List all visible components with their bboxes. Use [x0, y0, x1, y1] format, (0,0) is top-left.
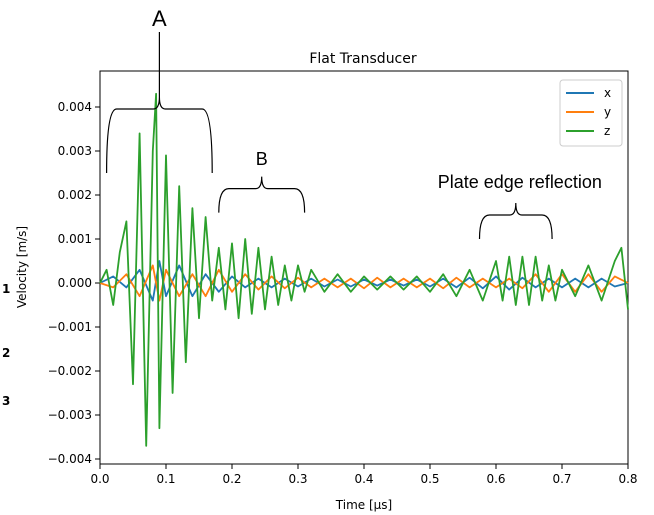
- annotation-brace: [478, 202, 553, 240]
- x-tick-label: 0.4: [354, 472, 373, 486]
- x-tick-label: 0.7: [552, 472, 571, 486]
- x-tick-label: 0.6: [486, 472, 505, 486]
- legend-label-y: y: [604, 105, 611, 119]
- legend-label-z: z: [604, 124, 610, 138]
- series-line-y: [99, 264, 629, 302]
- margin-mark: 2: [2, 346, 10, 360]
- y-tick-label: 0.001: [58, 232, 92, 246]
- series-group: [99, 92, 629, 447]
- annotation-label: Plate edge reflection: [438, 172, 602, 192]
- legend: xyz: [559, 79, 623, 147]
- annotation-label: A: [152, 6, 167, 31]
- x-tick-label: 0.8: [618, 472, 637, 486]
- y-tick-label: −0.003: [48, 408, 92, 422]
- y-tick-label: 0.002: [58, 188, 92, 202]
- annotation-brace: [218, 176, 306, 213]
- annotation-label: B: [256, 149, 268, 169]
- x-axis: 0.0 0.1 0.2 0.3 0.4 0.5 0.6 0.7 0.8: [90, 464, 638, 486]
- y-axis: −0.004 −0.003 −0.002 −0.001 0.000 0.001 0.002 0…: [48, 100, 100, 466]
- y-tick-label: 0.000: [58, 276, 92, 290]
- y-axis-label: Velocity [m/s]: [15, 226, 29, 308]
- y-tick-label: −0.001: [48, 320, 92, 334]
- y-tick-label: −0.004: [48, 452, 92, 466]
- series-line-z: [99, 92, 629, 447]
- x-tick-label: 0.1: [156, 472, 175, 486]
- margin-mark: 3: [2, 394, 10, 408]
- x-tick-label: 0.0: [90, 472, 109, 486]
- legend-label-x: x: [604, 86, 611, 100]
- x-tick-label: 0.3: [288, 472, 307, 486]
- x-axis-label: Time [µs]: [335, 498, 392, 512]
- margin-marks: 1 2 3: [2, 282, 10, 408]
- y-tick-label: −0.002: [48, 364, 92, 378]
- y-tick-label: 0.004: [58, 100, 92, 114]
- annotations: A B Plate edge reflection: [106, 6, 602, 240]
- annotation-brace: [106, 96, 213, 174]
- margin-mark: 1: [2, 282, 10, 296]
- chart-title: Flat Transducer: [309, 51, 417, 67]
- y-tick-label: 0.003: [58, 144, 92, 158]
- x-tick-label: 0.5: [420, 472, 439, 486]
- x-tick-label: 0.2: [222, 472, 241, 486]
